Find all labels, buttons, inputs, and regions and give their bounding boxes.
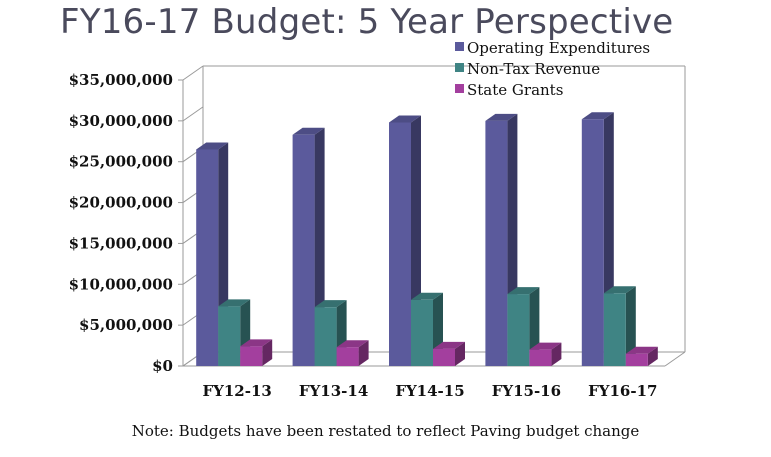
y-tick-diagonal: [182, 106, 204, 122]
x-tick-label: FY16-17: [588, 382, 657, 400]
bar-state-grants-fy16-17: [625, 353, 648, 366]
chart-note: Note: Budgets have been restated to refl…: [131, 422, 640, 440]
bar-state-grants-fy12-13-top: [240, 339, 273, 347]
legend-swatch: [455, 63, 464, 72]
floor-right-edge: [664, 351, 686, 367]
bar-state-grants-fy15-16: [529, 349, 552, 366]
legend-swatch: [455, 84, 464, 93]
bar-non-tax-revenue-fy16-17-side: [625, 286, 636, 366]
bar-state-grants-fy15-16-top: [529, 342, 562, 350]
bar-non-tax-revenue-fy12-13: [218, 306, 241, 366]
legend-label: State Grants: [467, 81, 563, 99]
bar-non-tax-revenue-fy14-15: [411, 299, 433, 366]
bar-operating-expenditures-fy15-16-top: [485, 113, 518, 121]
bar-operating-expenditures-fy13-14: [292, 134, 315, 366]
legend-label: Non-Tax Revenue: [467, 60, 600, 78]
y-tick-label: $10,000,000: [69, 275, 173, 293]
y-tick-label: $5,000,000: [79, 316, 173, 334]
y-tick-label: $35,000,000: [69, 71, 173, 89]
legend-swatch: [455, 42, 464, 51]
y-tick-label: $30,000,000: [69, 112, 173, 130]
x-tick-label: FY12-13: [203, 382, 272, 400]
y-tick-label: $0: [152, 357, 173, 375]
bar-state-grants-fy16-17-side: [647, 346, 658, 366]
bar-operating-expenditures-fy16-17-top: [581, 112, 614, 120]
legend-label: Operating Expenditures: [467, 39, 650, 57]
y-tick-diagonal: [182, 65, 204, 81]
x-tick-label: FY14-15: [395, 382, 464, 400]
bar-non-tax-revenue-fy12-13-top: [218, 299, 251, 307]
bar-operating-expenditures-fy16-17: [581, 119, 604, 366]
bar-non-tax-revenue-fy13-14-top: [314, 300, 347, 308]
bar-operating-expenditures-fy15-16: [485, 120, 508, 366]
bar-operating-expenditures-fy12-13-top: [196, 142, 229, 150]
bar-state-grants-fy15-16-side: [551, 342, 562, 366]
bar-state-grants-fy13-14-side: [358, 340, 369, 366]
y-tick-label: $20,000,000: [69, 194, 173, 212]
bar-state-grants-fy12-13: [240, 346, 263, 366]
y-tick-label: $15,000,000: [69, 234, 173, 252]
bar-state-grants-fy13-14-top: [336, 340, 369, 348]
bar-non-tax-revenue-fy15-16: [507, 294, 530, 366]
bar-non-tax-revenue-fy15-16-top: [507, 287, 540, 295]
bar-state-grants-fy14-15-top: [433, 341, 465, 349]
bar-state-grants-fy16-17-top: [625, 346, 658, 354]
chart-title: FY16-17 Budget: 5 Year Perspective: [60, 2, 674, 42]
bar-non-tax-revenue-fy13-14: [314, 307, 337, 366]
x-tick-label: FY13-14: [299, 382, 368, 400]
bar-non-tax-revenue-fy14-15-top: [411, 292, 443, 300]
bar-non-tax-revenue-fy16-17-top: [603, 286, 636, 294]
y-tick-label: $25,000,000: [69, 153, 173, 171]
bar-operating-expenditures-fy13-14-top: [292, 127, 325, 135]
bar-state-grants-fy13-14: [336, 347, 359, 366]
bar-operating-expenditures-fy12-13: [196, 149, 219, 366]
bar-state-grants-fy12-13-side: [262, 339, 273, 366]
bar-state-grants-fy14-15: [433, 348, 455, 366]
bar-state-grants-fy14-15-side: [455, 341, 465, 366]
bar-operating-expenditures-fy14-15: [389, 122, 411, 367]
bar-non-tax-revenue-fy16-17: [603, 293, 626, 366]
x-tick-label: FY15-16: [492, 382, 561, 400]
bar-chart: $0 $5,000,000 $10,000,000 $15,000,000 $20,00…: [69, 39, 686, 400]
bar-operating-expenditures-fy14-15-top: [389, 115, 421, 123]
